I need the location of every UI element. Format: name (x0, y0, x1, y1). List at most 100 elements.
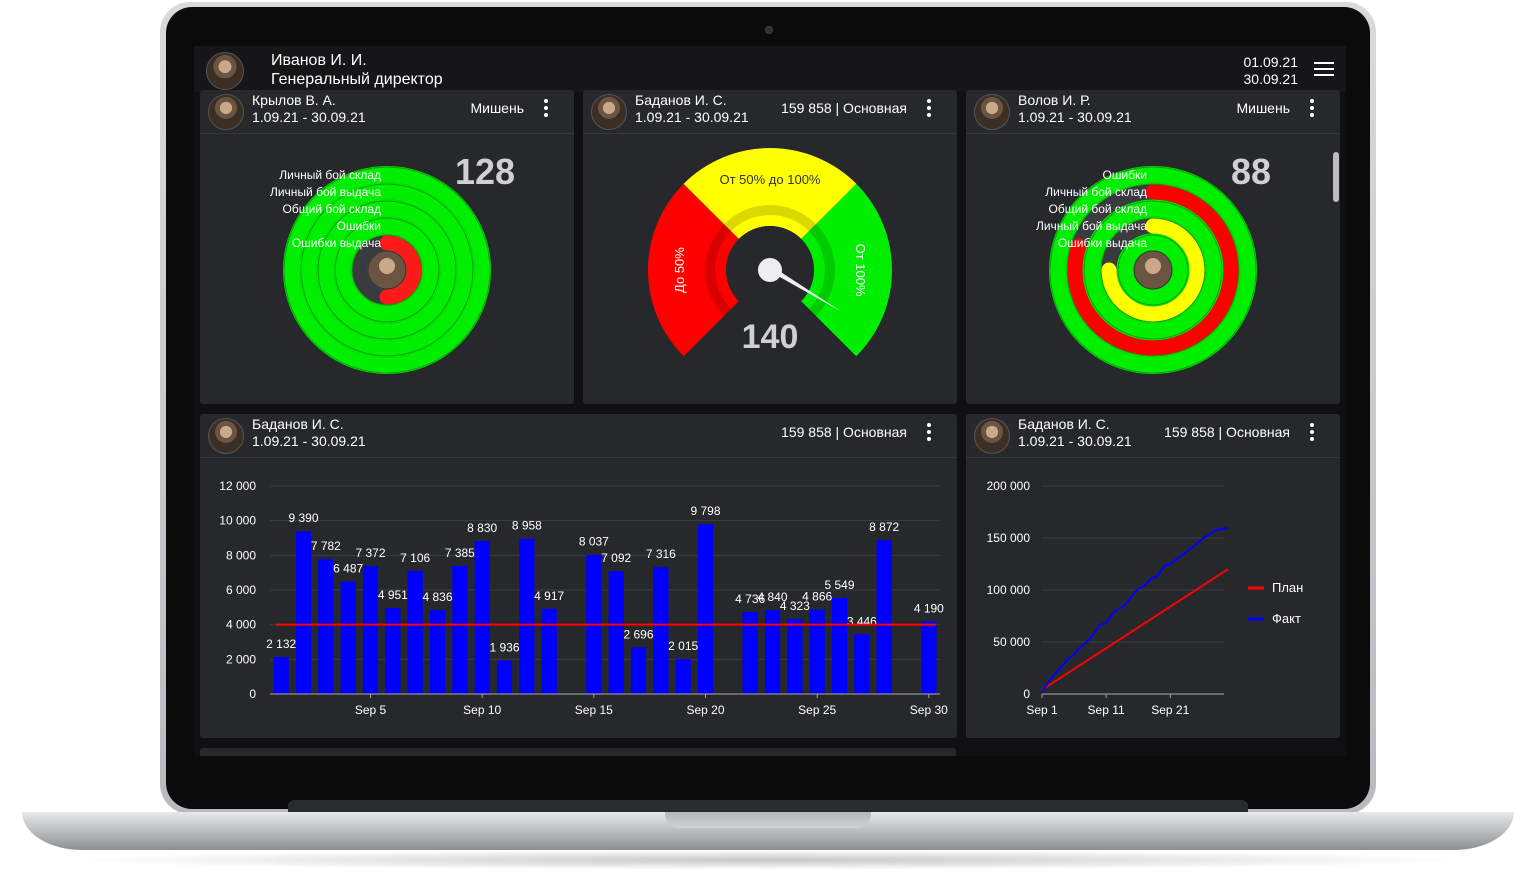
gauge-inner-ring (705, 205, 835, 316)
date-from[interactable]: 01.09.21 (1243, 54, 1299, 70)
employee-name: Баданов И. С. (252, 416, 344, 432)
bar (787, 619, 803, 694)
avatar (974, 418, 1010, 454)
y-tick-label: 8 000 (226, 548, 256, 562)
bar-value-label: 4 836 (422, 590, 452, 604)
ring-divider (1049, 166, 1257, 374)
card-header: Баданов И. С. 1.09.21 - 30.09.21 159 858… (583, 90, 957, 134)
bar-value-label: 8 037 (579, 535, 609, 549)
card-header: Баданов И. С. 1.09.21 - 30.09.21 159 858… (200, 414, 957, 458)
bar-value-label: 9 798 (690, 504, 720, 518)
ring-label: Ошибки (1103, 168, 1148, 182)
x-tick-label: Sep 20 (686, 703, 724, 717)
y-tick-label: 2 000 (226, 652, 256, 666)
ring-progress (1050, 167, 1256, 373)
bar-value-label: 7 106 (400, 551, 430, 565)
period: 1.09.21 - 30.09.21 (252, 109, 366, 125)
card-badanov-line: Баданов И. С. 1.09.21 - 30.09.21 159 858… (966, 414, 1340, 738)
bar-value-label: 4 951 (378, 588, 408, 602)
card-header: Баданов И. С. 1.09.21 - 30.09.21 159 858… (966, 414, 1340, 458)
bar-value-label: 2 696 (623, 627, 653, 641)
card-volov: Волов И. Р. 1.09.21 - 30.09.21 Мишень Ош… (966, 90, 1340, 404)
period: 1.09.21 - 30.09.21 (635, 109, 749, 125)
series-line (1041, 568, 1229, 691)
y-tick-label: 12 000 (219, 479, 256, 493)
bar (452, 565, 468, 694)
bar-value-label: 9 390 (288, 511, 318, 525)
ring-progress (1118, 235, 1188, 305)
y-tick-label: 6 000 (226, 583, 256, 597)
ring-progress (379, 235, 422, 305)
bar (697, 524, 714, 694)
ring-progress (318, 201, 456, 339)
ring-progress (1101, 218, 1205, 322)
card-header: Волов И. Р. 1.09.21 - 30.09.21 Мишень (966, 90, 1340, 134)
period: 1.09.21 - 30.09.21 (1018, 109, 1132, 125)
gauge-needle (764, 261, 842, 312)
scrollbar-thumb[interactable] (1333, 152, 1339, 202)
y-tick-label: 200 000 (987, 479, 1031, 493)
series-line (1041, 526, 1229, 693)
bar (496, 660, 513, 694)
chart-mode[interactable]: Мишень (470, 100, 524, 116)
more-vert-icon[interactable] (1310, 99, 1314, 117)
rings-chart-volov: Ошибки Личный бой склад Общий бой склад Лич… (1036, 151, 1271, 374)
bar-value-label: 4 917 (534, 589, 564, 603)
y-tick-label: 0 (1023, 687, 1030, 701)
more-vert-icon[interactable] (544, 99, 548, 117)
bar (318, 559, 334, 694)
card-krylov: Крылов В. А. 1.09.21 - 30.09.21 Мишень Л… (200, 90, 574, 404)
bar (273, 657, 289, 694)
ring-progress (335, 218, 439, 322)
bar-value-label: 4 323 (780, 599, 810, 613)
more-vert-icon[interactable] (1310, 423, 1314, 441)
ring-divider (283, 166, 491, 374)
bar (541, 608, 557, 694)
rings-chart-krylov: Личный бой склад Личный бой выдача Общий б… (270, 151, 515, 374)
bar-value-label: 7 372 (355, 546, 385, 560)
chart-mode[interactable]: 159 858 | Основная (781, 100, 907, 116)
date-to[interactable]: 30.09.21 (1243, 71, 1299, 87)
dashboard-screen: Иванов И. И. Генеральный директор 01.09.… (194, 46, 1346, 756)
chart-mode[interactable]: Мишень (1236, 100, 1290, 116)
cumulative-line-chart: 0 50 000 100 000 150 000 200 000 Sep 1 Sep 11 S… (987, 479, 1304, 717)
ring-divider (1117, 234, 1189, 306)
avatar (208, 418, 244, 454)
gauge-band-label: От 100% (853, 244, 868, 297)
ring-label: Общий бой склад (1049, 202, 1147, 216)
top-bar: Иванов И. И. Генеральный директор 01.09.… (194, 46, 1346, 92)
y-tick-label: 4 000 (226, 618, 256, 632)
bar-value-label: 8 872 (869, 520, 899, 534)
ring-divider (334, 217, 440, 323)
chart-mode[interactable]: 159 858 | Основная (1164, 424, 1290, 440)
period: 1.09.21 - 30.09.21 (252, 433, 366, 449)
bar-value-label: 4 866 (802, 590, 832, 604)
bar-value-label: 8 830 (467, 521, 497, 535)
ring-divider (1100, 217, 1206, 323)
y-tick-label: 100 000 (987, 583, 1031, 597)
gauge-band-label: От 50% до 100% (720, 172, 821, 187)
more-vert-icon[interactable] (927, 99, 931, 117)
gauge-value: 140 (742, 318, 799, 356)
card-header: Крылов В. А. 1.09.21 - 30.09.21 Мишень (200, 90, 574, 134)
bar (630, 647, 647, 694)
ring-divider (1083, 200, 1223, 340)
bar-value-label: 7 316 (646, 547, 676, 561)
ring-label: Ошибки выдача (292, 236, 381, 250)
chart-mode[interactable]: 159 858 | Основная (781, 424, 907, 440)
x-tick-label: Sep 30 (910, 703, 948, 717)
ring-label: Личный бой склад (279, 168, 381, 182)
period: 1.09.21 - 30.09.21 (1018, 433, 1132, 449)
bar (831, 597, 848, 694)
user-role: Генеральный директор (271, 71, 443, 88)
bar-value-label: 4 190 (914, 601, 944, 615)
x-tick-label: Sep 11 (1088, 703, 1125, 717)
y-tick-label: 10 000 (219, 514, 256, 528)
bar-value-label: 7 385 (445, 546, 475, 560)
more-vert-icon[interactable] (927, 423, 931, 441)
hamburger-menu-icon[interactable] (1314, 62, 1334, 78)
employee-name: Волов И. Р. (1018, 92, 1091, 108)
user-avatar[interactable] (206, 52, 244, 90)
bar (407, 570, 423, 694)
ring-label: Общий бой склад (283, 202, 381, 216)
